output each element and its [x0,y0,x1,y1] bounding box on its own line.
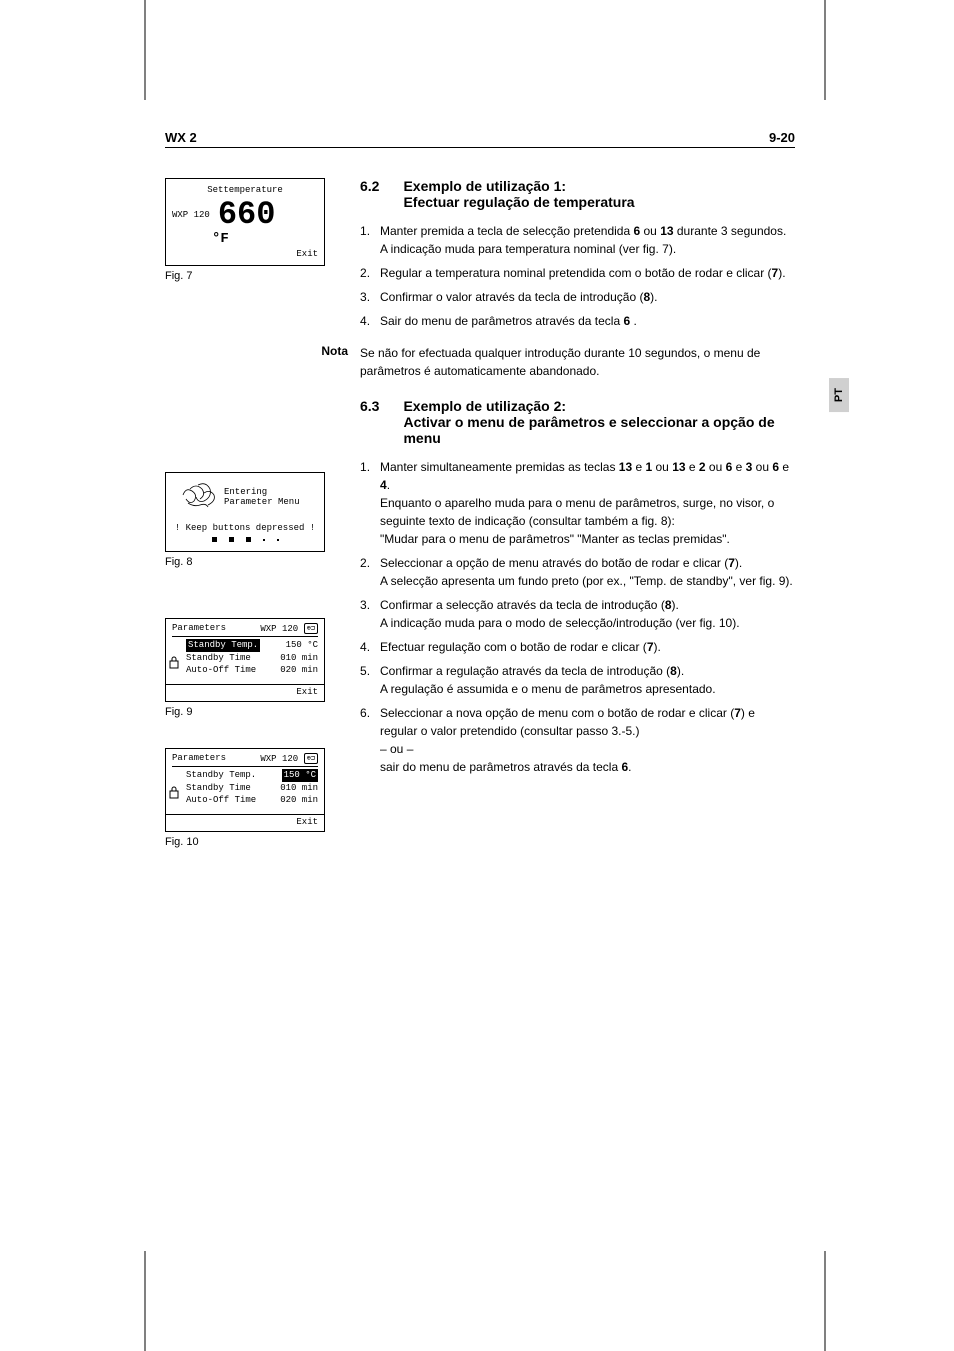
fig10-row-1: Standby Time010 min [172,782,318,795]
fig10-header-right: WXP 120 ⊕⊐ [260,753,318,764]
figure-10: Parameters WXP 120 ⊕⊐ Standby Temp.150 °… [165,748,325,832]
text-column: 6.2 Exemplo de utilização 1:Efectuar reg… [360,178,795,868]
list-item: Manter simultaneamente premidas as tecla… [360,458,795,548]
list-item: Manter premida a tecla de selecção prete… [360,222,795,258]
fig9-header-left: Parameters [172,623,226,634]
list-item: Confirmar o valor através da tecla de in… [360,288,795,306]
list-item: Confirmar a regulação através da tecla d… [360,662,795,698]
fig10-exit: Exit [166,814,324,827]
list-item: Efectuar regulação com o botão de rodar … [360,638,795,656]
nota-label: Nota [310,344,348,380]
nota-text: Se não for efectuada qualquer introdução… [360,344,795,380]
fig9-caption: Fig. 9 [165,706,340,718]
figures-column: Settemperature WXP 120 660 °F Exit Fig. … [165,178,340,868]
fig10-caption: Fig. 10 [165,836,340,848]
fig7-temperature: 660 [218,199,276,231]
fig7-caption: Fig. 7 [165,270,340,282]
header-right: 9-20 [769,130,795,145]
fig9-header-right: WXP 120 ⊕⊐ [260,623,318,634]
fig7-unit: °F [212,231,318,247]
figure-7: Settemperature WXP 120 660 °F Exit [165,178,325,266]
list-item: Sair do menu de parâmetros através da te… [360,312,795,330]
lock-icon [168,655,180,669]
list-item: Regular a temperatura nominal pretendida… [360,264,795,282]
page-content: WX 2 9-20 Settemperature WXP 120 660 °F … [165,130,795,868]
lock-icon [168,785,180,799]
figure-8: Entering Parameter Menu ! Keep buttons d… [165,472,325,552]
page-header: WX 2 9-20 [165,130,795,148]
fig9-row-1: Standby Time010 min [172,652,318,665]
section-6-3-heading: 6.3 Exemplo de utilização 2:Activar o me… [360,398,795,446]
header-left: WX 2 [165,130,197,145]
section-6-2-heading: 6.2 Exemplo de utilização 1:Efectuar reg… [360,178,795,210]
section-6-2-list: Manter premida a tecla de selecção prete… [360,222,795,330]
fig7-title: Settemperature [172,185,318,195]
language-tab: PT [829,378,849,412]
fig8-caption: Fig. 8 [165,556,340,568]
swirl-icon [178,479,218,511]
fig8-text: Entering Parameter Menu [224,487,300,507]
fig9-row-2: Auto-Off Time020 min [172,664,318,677]
fig9-row-0: Standby Temp.150 °C [172,639,318,652]
fig10-row-2: Auto-Off Time020 min [172,794,318,807]
figure-9: Parameters WXP 120 ⊕⊐ Standby Temp.150 °… [165,618,325,702]
fig8-progress-dots [166,531,324,545]
list-item: Seleccionar a opção de menu através do b… [360,554,795,590]
fig9-exit: Exit [166,684,324,697]
fig10-header-left: Parameters [172,753,226,764]
section-6-3-list: Manter simultaneamente premidas as tecla… [360,458,795,776]
fig7-exit: Exit [296,249,318,259]
list-item: Confirmar a selecção através da tecla de… [360,596,795,632]
nota-block: Nota Se não for efectuada qualquer intro… [310,344,795,380]
fig7-tool-label: WXP 120 [172,210,210,220]
fig10-row-0: Standby Temp.150 °C [172,769,318,782]
list-item: Seleccionar a nova opção de menu com o b… [360,704,795,776]
